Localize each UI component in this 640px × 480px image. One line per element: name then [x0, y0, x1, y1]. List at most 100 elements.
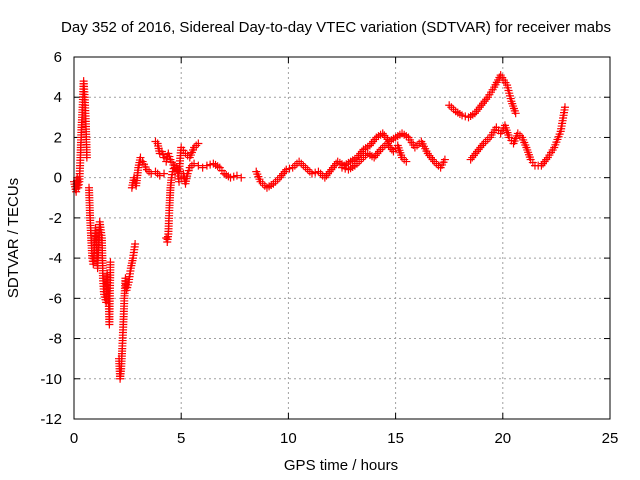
data-point [324, 169, 333, 178]
data-point [426, 153, 435, 162]
series-seg2 [85, 183, 115, 329]
y-tick-label: -8 [49, 331, 62, 348]
data-point [540, 157, 549, 166]
data-point [384, 141, 393, 150]
data-point [560, 103, 569, 112]
data-point [445, 101, 454, 110]
data-point [365, 141, 374, 150]
data-point [474, 145, 483, 154]
x-tick-label: 25 [602, 430, 619, 447]
data-point [482, 95, 491, 104]
data-point [297, 159, 306, 168]
series-seg3 [115, 240, 140, 383]
y-tick-label: -10 [40, 371, 62, 388]
data-point [370, 135, 379, 144]
series-seg6 [162, 159, 246, 247]
data-point [305, 167, 314, 176]
data-point [151, 167, 160, 176]
data-point [480, 97, 489, 106]
x-tick-label: 20 [494, 430, 511, 447]
data-point [472, 107, 481, 116]
data-point [322, 171, 331, 180]
ticks: 0 5 10 15 20 25 -12 -10 -8 -6 -4 -2 0 2 4 6 [40, 49, 618, 447]
series-seg5 [151, 137, 203, 176]
data-point [539, 159, 547, 168]
data-point [542, 155, 551, 164]
series-seg9 [445, 71, 520, 122]
data-point [466, 155, 475, 164]
y-tick-label: -4 [49, 250, 62, 267]
data-point [511, 109, 520, 118]
data-point [474, 105, 483, 114]
data-point [136, 153, 145, 162]
data-point [357, 147, 366, 156]
data-point [423, 149, 432, 158]
data-point [280, 167, 289, 176]
data-point [370, 153, 379, 162]
grid [74, 57, 610, 419]
data-point [190, 159, 199, 168]
data-point [330, 161, 339, 170]
data-point [383, 139, 392, 148]
data-point [198, 163, 207, 172]
data-point [428, 155, 437, 164]
data-point [470, 109, 479, 118]
data-point [367, 139, 376, 148]
data-point [477, 101, 486, 110]
y-axis-label: SDTVAR / TECUs [5, 178, 22, 298]
data-point [447, 103, 456, 112]
series-seg7 [252, 129, 449, 192]
data-point [194, 139, 203, 148]
chart-title: Day 352 of 2016, Sidereal Day-to-day VTE… [61, 19, 611, 36]
data-point [440, 155, 449, 164]
data-point [481, 137, 490, 146]
data-point [160, 169, 169, 178]
data-point [471, 149, 480, 158]
data-marks [70, 71, 569, 383]
data-point [361, 151, 370, 160]
data-point [279, 169, 288, 178]
data-point [131, 240, 140, 249]
data-point [295, 157, 304, 166]
x-tick-label: 15 [387, 430, 404, 447]
data-point [537, 161, 546, 170]
data-point [320, 173, 329, 182]
data-point [327, 165, 336, 174]
data-point [328, 163, 337, 172]
data-point [469, 151, 478, 160]
data-point [194, 161, 203, 170]
data-point [371, 151, 380, 160]
data-point [402, 157, 411, 166]
y-tick-label: -6 [49, 290, 62, 307]
data-point [381, 133, 390, 142]
data-point [332, 159, 341, 168]
series-seg4 [127, 153, 169, 192]
data-point [468, 153, 477, 162]
data-point [387, 145, 396, 154]
data-point [301, 163, 310, 172]
data-point [275, 173, 284, 182]
data-point [316, 169, 325, 178]
data-point [380, 131, 389, 140]
data-point [369, 137, 378, 146]
data-point [475, 103, 484, 112]
data-point [303, 165, 312, 174]
data-point [273, 175, 282, 184]
y-tick-label: 2 [54, 129, 62, 146]
data-point [82, 153, 91, 162]
data-point [106, 258, 115, 267]
data-point [356, 149, 365, 158]
data-point [232, 171, 241, 180]
data-point [325, 167, 334, 176]
y-tick-label: 6 [54, 49, 62, 66]
plot-frame [73, 56, 611, 420]
y-tick-label: 4 [54, 89, 62, 106]
series-seg1 [70, 77, 91, 196]
data-point [378, 129, 387, 138]
data-point [260, 181, 269, 190]
y-tick-label: 0 [54, 170, 62, 187]
y-tick-label: -2 [49, 210, 62, 227]
data-point [483, 135, 492, 144]
data-point [162, 234, 171, 242]
